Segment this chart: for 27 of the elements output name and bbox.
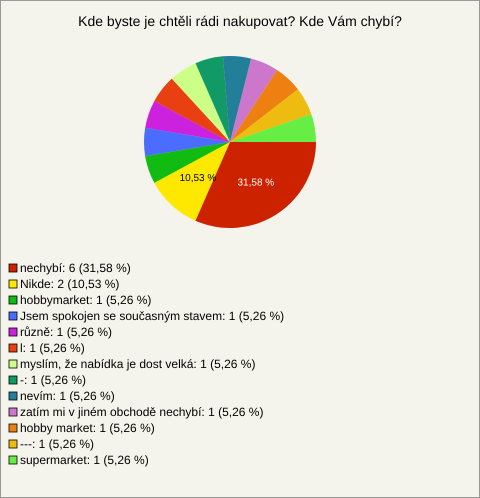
legend-label: myslím, že nabídka je dost velká: 1 (5,26 %) bbox=[20, 357, 256, 371]
legend-label: supermarket: 1 (5,26 %) bbox=[20, 453, 149, 467]
pie-slice bbox=[154, 78, 230, 142]
pie-slice bbox=[145, 142, 230, 183]
legend-label: nevím: 1 (5,26 %) bbox=[20, 389, 115, 403]
pie-slice bbox=[230, 89, 312, 142]
legend-label: různě: 1 (5,26 %) bbox=[20, 325, 112, 339]
legend-label: l: 1 (5,26 %) bbox=[20, 341, 85, 355]
legend-label: hobby market: 1 (5,26 %) bbox=[20, 421, 155, 435]
legend-label: zatím mi v jiném obchodě nechybí: 1 (5,26 %) bbox=[20, 405, 264, 419]
pie-slice bbox=[230, 70, 298, 142]
legend-label: nechybí: 6 (31,58 %) bbox=[20, 261, 131, 275]
legend-label: hobbymarket: 1 (5,26 %) bbox=[20, 293, 152, 307]
legend-label: Nikde: 2 (10,53 %) bbox=[20, 277, 120, 291]
pie-slice bbox=[230, 58, 278, 142]
pie-slice bbox=[230, 114, 316, 142]
data-label: 31,58 % bbox=[238, 178, 274, 189]
pie-slice bbox=[154, 142, 230, 221]
pie-slice bbox=[196, 56, 230, 142]
legend-label: Jsem spokojen se současným stavem: 1 (5,26 %) bbox=[20, 309, 284, 323]
pie-slice bbox=[172, 63, 230, 142]
pie-slice bbox=[144, 128, 230, 156]
chart-title: Kde byste je chtěli rádi nakupovat? Kde Vám chybí? bbox=[78, 13, 402, 29]
legend-label: -: 1 (5,26 %) bbox=[20, 373, 86, 387]
pie-slice bbox=[222, 56, 252, 142]
pie-slice bbox=[145, 101, 230, 142]
legend-label: ---: 1 (5,26 %) bbox=[20, 437, 94, 451]
